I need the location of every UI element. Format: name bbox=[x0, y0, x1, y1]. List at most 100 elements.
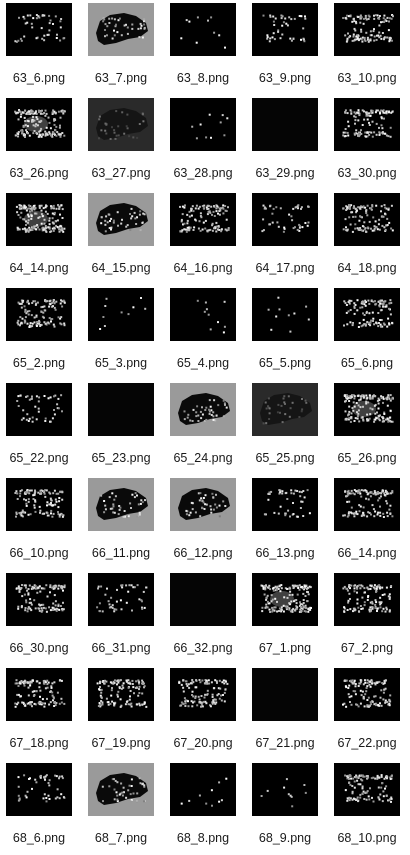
thumbnail-image bbox=[334, 3, 400, 56]
thumbnail-image bbox=[6, 668, 72, 721]
thumbnail bbox=[88, 98, 154, 151]
thumbnail-image bbox=[252, 288, 318, 341]
thumbnail-image bbox=[252, 3, 318, 56]
file-name-label: 65_6.png bbox=[340, 356, 394, 370]
thumbnail-image bbox=[252, 98, 318, 151]
file-item[interactable]: 63_26.png bbox=[0, 95, 82, 190]
file-item[interactable]: 68_8.png bbox=[164, 760, 246, 855]
thumbnail-image bbox=[252, 763, 318, 816]
file-name-label: 67_19.png bbox=[91, 736, 151, 750]
file-item[interactable]: 63_27.png bbox=[82, 95, 164, 190]
file-name-label: 66_13.png bbox=[255, 546, 315, 560]
file-item[interactable]: 67_22.png bbox=[328, 665, 410, 760]
thumbnail-image bbox=[252, 193, 318, 246]
file-item[interactable]: 68_9.png bbox=[246, 760, 328, 855]
file-item[interactable]: 65_24.png bbox=[164, 380, 246, 475]
file-item[interactable]: 66_12.png bbox=[164, 475, 246, 570]
file-name-label: 67_1.png bbox=[258, 641, 312, 655]
file-item[interactable]: 66_32.png bbox=[164, 570, 246, 665]
file-item[interactable]: 63_28.png bbox=[164, 95, 246, 190]
thumbnail bbox=[170, 3, 236, 56]
file-item[interactable]: 65_26.png bbox=[328, 380, 410, 475]
thumbnail bbox=[6, 3, 72, 56]
thumbnail-image bbox=[6, 288, 72, 341]
thumbnail bbox=[170, 98, 236, 151]
file-name-label: 64_15.png bbox=[91, 261, 151, 275]
file-item[interactable]: 65_3.png bbox=[82, 285, 164, 380]
file-item[interactable]: 65_25.png bbox=[246, 380, 328, 475]
file-item[interactable]: 68_6.png bbox=[0, 760, 82, 855]
thumbnail-image bbox=[170, 763, 236, 816]
file-item[interactable]: 65_2.png bbox=[0, 285, 82, 380]
thumbnail bbox=[334, 3, 400, 56]
file-item[interactable]: 65_5.png bbox=[246, 285, 328, 380]
thumbnail bbox=[252, 383, 318, 436]
thumbnail bbox=[6, 383, 72, 436]
thumbnail-image bbox=[334, 288, 400, 341]
file-item[interactable]: 63_30.png bbox=[328, 95, 410, 190]
file-item[interactable]: 68_10.png bbox=[328, 760, 410, 855]
file-item[interactable]: 67_21.png bbox=[246, 665, 328, 760]
file-name-label: 63_7.png bbox=[94, 71, 148, 85]
file-item[interactable]: 63_29.png bbox=[246, 95, 328, 190]
file-name-label: 68_9.png bbox=[258, 831, 312, 845]
thumbnail bbox=[252, 478, 318, 531]
thumbnail-image bbox=[170, 3, 236, 56]
thumbnail bbox=[170, 668, 236, 721]
file-item[interactable]: 66_10.png bbox=[0, 475, 82, 570]
file-item[interactable]: 66_30.png bbox=[0, 570, 82, 665]
file-item[interactable]: 65_22.png bbox=[0, 380, 82, 475]
thumbnail bbox=[170, 288, 236, 341]
file-item[interactable]: 67_18.png bbox=[0, 665, 82, 760]
file-name-label: 65_22.png bbox=[9, 451, 69, 465]
file-item[interactable]: 66_14.png bbox=[328, 475, 410, 570]
thumbnail-image bbox=[252, 383, 318, 436]
file-name-label: 63_27.png bbox=[91, 166, 151, 180]
thumbnail-image bbox=[6, 98, 72, 151]
file-item[interactable]: 65_4.png bbox=[164, 285, 246, 380]
thumbnail bbox=[334, 478, 400, 531]
thumbnail-image bbox=[170, 383, 236, 436]
thumbnail-image bbox=[6, 763, 72, 816]
file-name-label: 67_18.png bbox=[9, 736, 69, 750]
thumbnail bbox=[334, 573, 400, 626]
file-item[interactable]: 65_23.png bbox=[82, 380, 164, 475]
thumbnail-image bbox=[88, 288, 154, 341]
thumbnail bbox=[88, 288, 154, 341]
file-item[interactable]: 67_2.png bbox=[328, 570, 410, 665]
thumbnail bbox=[334, 98, 400, 151]
file-item[interactable]: 66_31.png bbox=[82, 570, 164, 665]
file-item[interactable]: 65_6.png bbox=[328, 285, 410, 380]
file-name-label: 63_9.png bbox=[258, 71, 312, 85]
file-name-label: 63_28.png bbox=[173, 166, 233, 180]
file-name-label: 63_6.png bbox=[12, 71, 66, 85]
file-item[interactable]: 68_7.png bbox=[82, 760, 164, 855]
file-item[interactable]: 64_14.png bbox=[0, 190, 82, 285]
file-item[interactable]: 67_1.png bbox=[246, 570, 328, 665]
thumbnail bbox=[6, 193, 72, 246]
file-name-label: 65_2.png bbox=[12, 356, 66, 370]
file-item[interactable]: 63_10.png bbox=[328, 0, 410, 95]
thumbnail-image bbox=[252, 573, 318, 626]
file-item[interactable]: 67_19.png bbox=[82, 665, 164, 760]
thumbnail-image bbox=[170, 193, 236, 246]
thumbnail bbox=[334, 668, 400, 721]
file-item[interactable]: 63_8.png bbox=[164, 0, 246, 95]
file-item[interactable]: 64_16.png bbox=[164, 190, 246, 285]
file-name-label: 67_20.png bbox=[173, 736, 233, 750]
file-item[interactable]: 66_13.png bbox=[246, 475, 328, 570]
file-name-label: 65_5.png bbox=[258, 356, 312, 370]
thumbnail-image bbox=[170, 288, 236, 341]
file-item[interactable]: 66_11.png bbox=[82, 475, 164, 570]
file-item[interactable]: 63_9.png bbox=[246, 0, 328, 95]
file-item[interactable]: 63_7.png bbox=[82, 0, 164, 95]
thumbnail bbox=[170, 763, 236, 816]
thumbnail-image bbox=[334, 668, 400, 721]
file-item[interactable]: 64_15.png bbox=[82, 190, 164, 285]
thumbnail-image bbox=[88, 98, 154, 151]
file-item[interactable]: 67_20.png bbox=[164, 665, 246, 760]
file-item[interactable]: 63_6.png bbox=[0, 0, 82, 95]
file-item[interactable]: 64_18.png bbox=[328, 190, 410, 285]
file-item[interactable]: 64_17.png bbox=[246, 190, 328, 285]
